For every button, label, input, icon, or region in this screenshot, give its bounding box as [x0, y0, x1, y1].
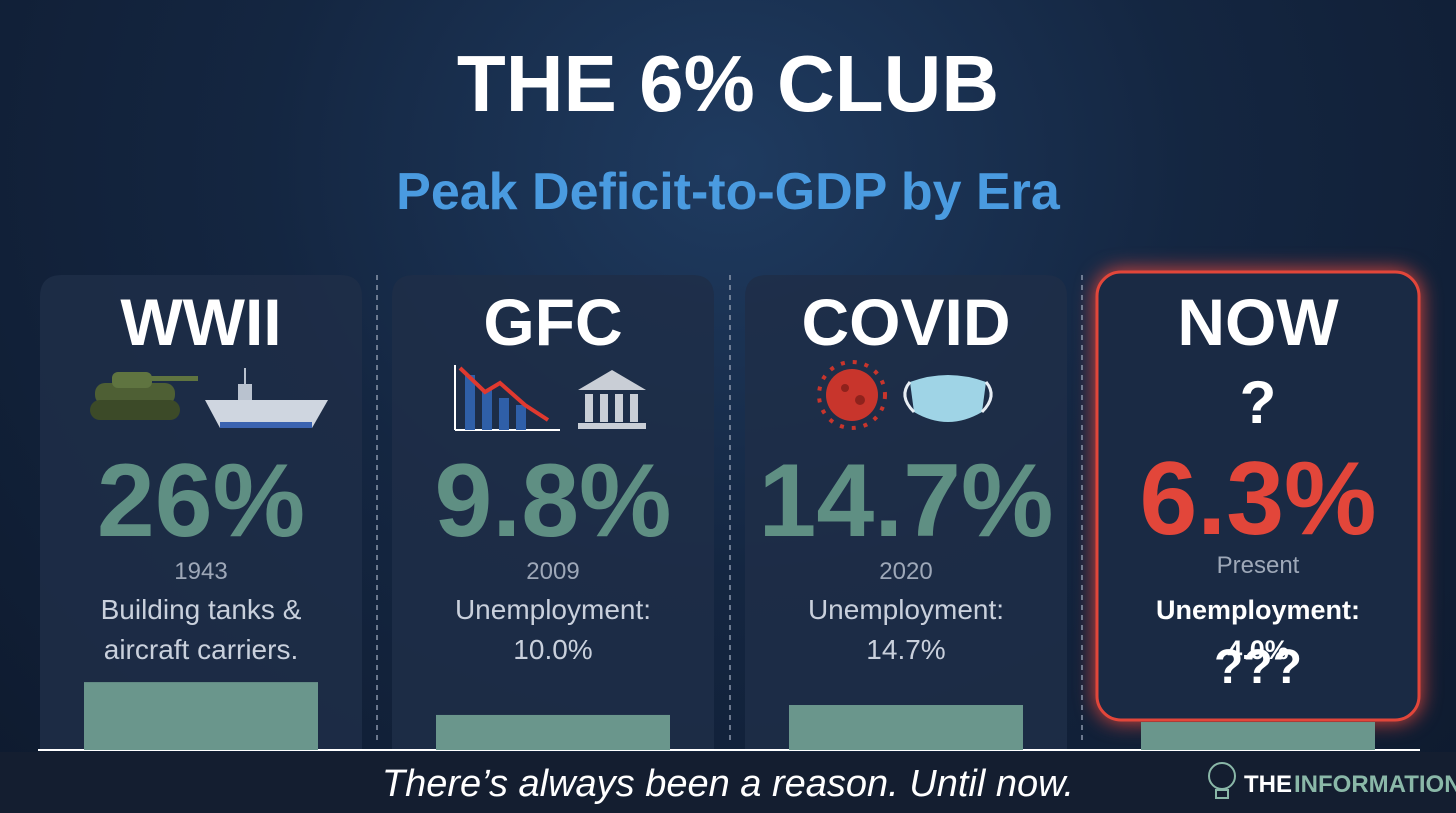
- card-highlight: [1095, 270, 1421, 722]
- period-label: 2009: [526, 558, 580, 585]
- note: Building tanks & aircraft carriers.: [100, 594, 302, 665]
- footnote: ???: [1214, 641, 1302, 694]
- period-label: 2020: [879, 558, 933, 585]
- bar: [84, 682, 318, 750]
- virus-icon: [817, 360, 887, 430]
- brand-second: INFORMATIONIST: [1294, 771, 1456, 798]
- bar: [789, 705, 1023, 750]
- tank-icon: [90, 372, 198, 420]
- category-label: NOW: [1177, 285, 1339, 359]
- bar: [436, 714, 670, 750]
- falling-chart-icon: [454, 365, 560, 431]
- category-label: COVID: [801, 285, 1011, 359]
- period-label: Present: [1216, 552, 1300, 579]
- bar: [1141, 722, 1375, 750]
- category-label: WWII: [120, 285, 282, 359]
- title: THE 6% CLUB: [456, 39, 1000, 128]
- subtitle: Peak Deficit-to-GDP by Era: [396, 163, 1060, 221]
- note: Unemployment: 4.0%: [1155, 595, 1361, 665]
- note: Unemployment: 10.0%: [454, 594, 652, 665]
- note: Unemployment: 14.7%: [807, 594, 1005, 665]
- carrier-icon: [205, 368, 328, 428]
- card: [745, 275, 1067, 750]
- caption: There’s always been a reason. Until now.: [381, 763, 1075, 805]
- period-label: 1943: [174, 558, 228, 585]
- value-label: 9.8%: [434, 443, 672, 559]
- brand-logo-icon: [1208, 762, 1236, 799]
- bank-icon: [578, 370, 646, 429]
- mask-icon: [903, 375, 993, 422]
- category-label: GFC: [483, 285, 623, 359]
- badge: ?: [1239, 369, 1277, 436]
- value-label: 14.7%: [758, 443, 1054, 559]
- value-label: 26%: [96, 443, 306, 559]
- footer-strip: [0, 752, 1456, 813]
- brand-first: THE: [1244, 771, 1292, 798]
- value-label: 6.3%: [1139, 441, 1377, 557]
